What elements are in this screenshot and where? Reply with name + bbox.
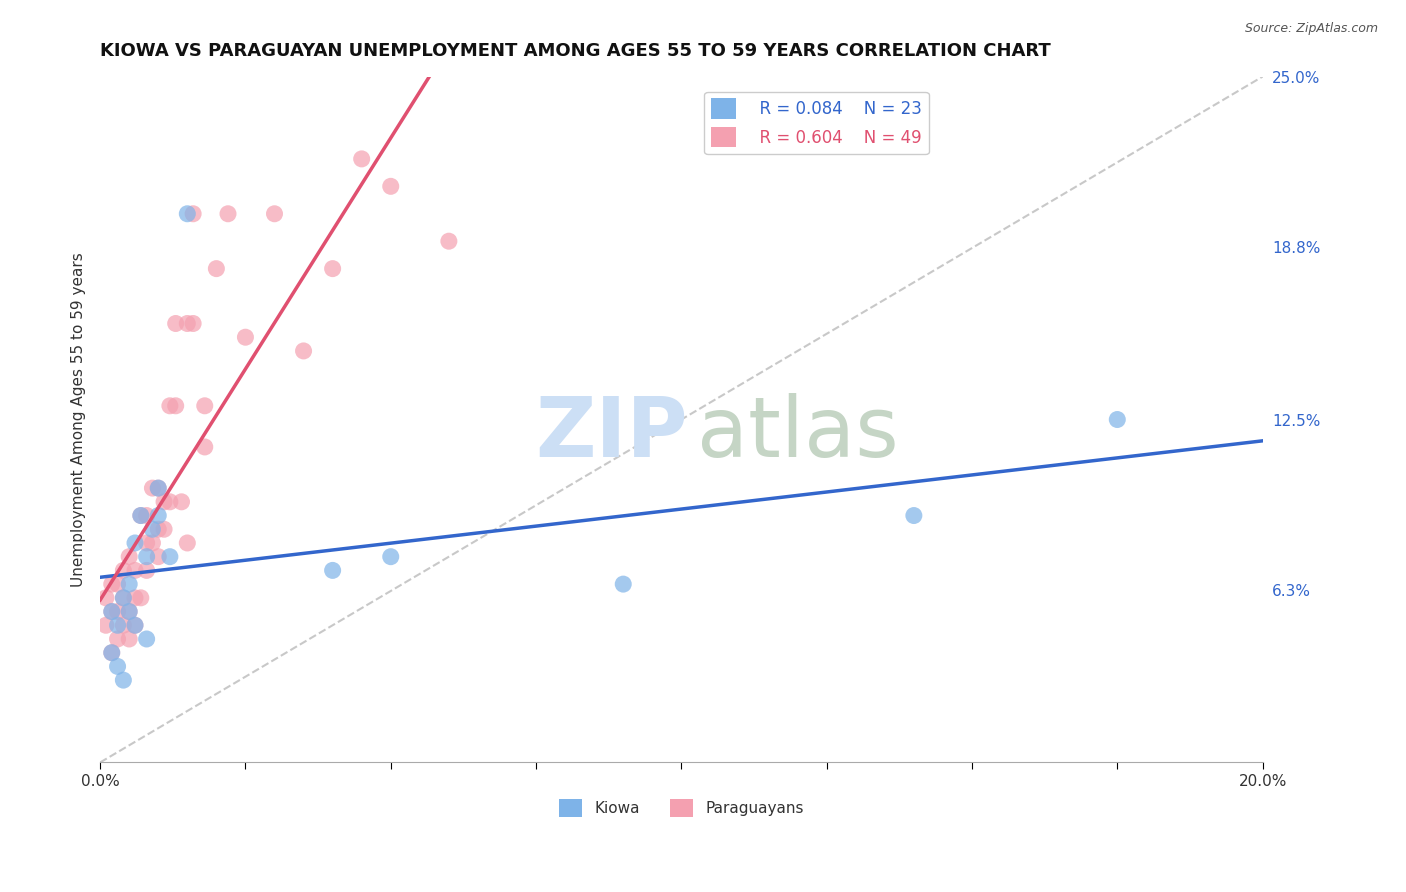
Point [148,549,170,564]
Text: KIOWA VS PARAGUAYAN UNEMPLOYMENT AMONG AGES 55 TO 59 YEARS CORRELATION CHART: KIOWA VS PARAGUAYAN UNEMPLOYMENT AMONG A… [100,42,1050,60]
Point [112,591,135,605]
Point [159,549,181,564]
Point [148,481,170,495]
Point [176,536,198,550]
Point [141,481,163,495]
Point [129,508,152,523]
Text: atlas: atlas [697,392,898,474]
Point [380,549,402,564]
Point [159,399,181,413]
Point [94,591,117,605]
Point [100,605,122,619]
Point [135,563,157,577]
Point [903,508,925,523]
Point [94,618,117,632]
Point [135,632,157,646]
Point [181,207,204,221]
Point [159,495,181,509]
Point [153,522,176,536]
Point [194,440,217,454]
Legend: Kiowa, Paraguayans: Kiowa, Paraguayans [553,792,810,823]
Point [118,605,141,619]
Point [141,536,163,550]
Point [141,522,163,536]
Point [118,549,141,564]
Text: Source: ZipAtlas.com: Source: ZipAtlas.com [1244,22,1378,36]
Point [100,605,122,619]
Point [112,618,135,632]
Point [148,508,170,523]
Point [118,577,141,591]
Point [100,646,122,660]
Point [124,591,146,605]
Point [350,152,373,166]
Point [118,632,141,646]
Point [437,234,460,248]
Point [205,261,228,276]
Point [107,577,129,591]
Point [124,563,146,577]
Text: ZIP: ZIP [536,392,688,474]
Point [135,508,157,523]
Point [129,508,152,523]
Point [135,549,157,564]
Point [235,330,257,344]
Point [107,618,129,632]
Point [263,207,285,221]
Point [176,317,198,331]
Y-axis label: Unemployment Among Ages 55 to 59 years: Unemployment Among Ages 55 to 59 years [72,252,86,587]
Point [107,605,129,619]
Point [107,659,129,673]
Point [165,317,187,331]
Point [107,632,129,646]
Point [112,563,135,577]
Point [135,536,157,550]
Point [112,591,135,605]
Point [124,618,146,632]
Point [176,207,198,221]
Point [181,317,204,331]
Point [153,495,176,509]
Point [100,646,122,660]
Point [112,673,135,687]
Point [165,399,187,413]
Point [292,343,315,358]
Point [322,261,344,276]
Point [148,481,170,495]
Point [194,399,217,413]
Point [380,179,402,194]
Point [124,618,146,632]
Point [1107,412,1129,426]
Point [129,591,152,605]
Point [322,563,344,577]
Point [170,495,193,509]
Point [118,605,141,619]
Point [124,536,146,550]
Point [217,207,239,221]
Point [612,577,634,591]
Point [100,577,122,591]
Point [148,522,170,536]
